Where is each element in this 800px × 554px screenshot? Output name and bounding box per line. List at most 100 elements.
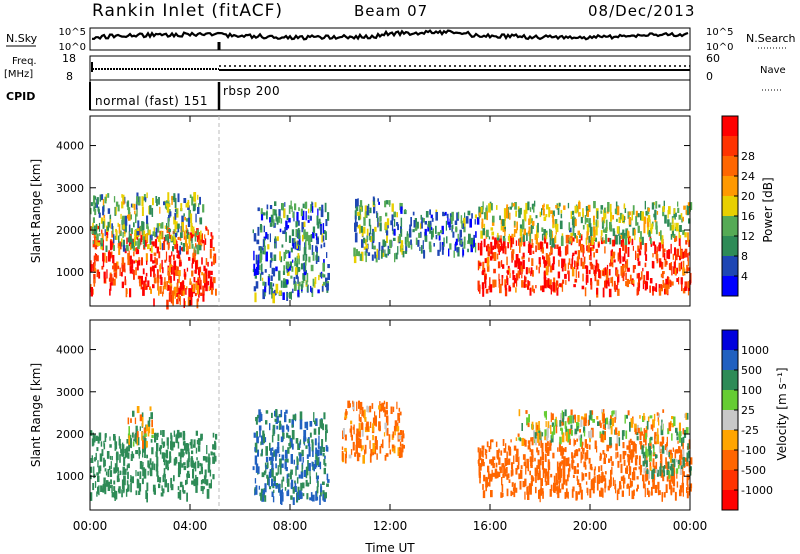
echo-cell: [543, 256, 546, 264]
echo-cell: [274, 410, 277, 417]
echo-cell: [500, 450, 503, 456]
echo-cell: [668, 470, 671, 479]
echo-cell: [170, 441, 174, 451]
echo-cell: [448, 248, 450, 257]
echo-cell: [135, 470, 137, 477]
echo-cell: [173, 254, 175, 260]
echo-cell: [625, 272, 627, 280]
echo-cell: [597, 243, 600, 248]
echo-cell: [145, 272, 148, 277]
echo-cell: [671, 458, 674, 463]
echo-cell: [521, 437, 525, 446]
echo-cell: [105, 433, 107, 438]
echo-cell: [581, 472, 583, 482]
echo-cell: [96, 225, 100, 230]
echo-cell: [104, 468, 107, 472]
echo-cell: [611, 410, 614, 417]
echo-cell: [499, 238, 502, 243]
echo-cell: [291, 206, 293, 213]
echo-cell: [275, 266, 278, 272]
echo-cell: [622, 242, 625, 251]
echo-cell: [284, 412, 286, 416]
echo-cell: [160, 492, 164, 497]
echo-cell: [591, 237, 594, 245]
echo-cell: [571, 237, 575, 242]
echo-cell: [543, 216, 546, 221]
echo-cell: [412, 211, 415, 216]
echo-cell: [278, 270, 281, 281]
echo-cell: [267, 234, 269, 240]
echo-cell: [200, 243, 203, 247]
echo-cell: [131, 203, 134, 208]
echo-cell: [153, 277, 157, 284]
echo-cell: [674, 215, 676, 220]
echo-cell: [628, 486, 630, 496]
echo-cell: [562, 466, 566, 476]
echo-cell: [162, 241, 166, 250]
echo-cell: [254, 478, 257, 484]
echo-cell: [175, 233, 177, 238]
echo-cell: [262, 430, 265, 438]
echo-cell: [139, 471, 142, 479]
echo-cell: [487, 251, 491, 257]
echo-cell: [186, 233, 190, 238]
echo-cell: [100, 246, 103, 250]
echo-cell: [614, 417, 616, 423]
echo-cell: [185, 479, 187, 486]
echo-cell: [272, 426, 275, 431]
echo-cell: [119, 267, 121, 276]
echo-cell: [179, 261, 182, 266]
echo-cell: [298, 239, 301, 246]
echo-cell: [144, 276, 147, 283]
echo-cell: [512, 487, 515, 491]
echo-cell: [510, 439, 512, 443]
echo-cell: [533, 288, 535, 294]
echo-cell: [189, 278, 192, 283]
echo-cell: [593, 483, 595, 488]
echo-cell: [533, 430, 536, 440]
echo-cell: [390, 220, 393, 226]
echo-cell: [549, 440, 552, 446]
echo-cell: [113, 467, 116, 474]
echo-cell: [652, 482, 655, 489]
echo-cell: [639, 432, 642, 440]
echo-cell: [673, 416, 676, 427]
echo-cell: [535, 265, 538, 270]
echo-cell: [316, 449, 320, 457]
echo-cell: [152, 260, 155, 264]
echo-cell: [271, 478, 273, 487]
echo-cell: [596, 446, 598, 453]
echo-cell: [542, 255, 544, 260]
echo-cell: [309, 421, 313, 427]
echo-cell: [541, 488, 544, 494]
echo-cell: [153, 269, 155, 278]
echo-cell: [556, 244, 559, 249]
echo-cell: [661, 422, 663, 430]
echo-cell: [622, 450, 625, 460]
echo-cell: [131, 265, 133, 271]
echo-cell: [584, 439, 587, 448]
echo-cell: [289, 261, 292, 268]
echo-cell: [544, 453, 547, 462]
echo-cell: [259, 247, 262, 254]
echo-cell: [670, 234, 673, 240]
echo-cell: [672, 487, 675, 493]
echo-cell: [520, 465, 523, 469]
echo-cell: [500, 260, 503, 267]
echo-cell: [631, 440, 634, 445]
echo-cell: [505, 459, 509, 466]
echo-cell: [271, 452, 274, 461]
echo-cell: [198, 270, 201, 278]
echo-cell: [504, 458, 507, 466]
echo-cell: [188, 234, 191, 244]
echo-cell: [378, 201, 380, 205]
echo-cell: [201, 479, 205, 484]
echo-cell: [605, 279, 608, 289]
echo-cell: [555, 480, 558, 486]
echo-cell: [652, 286, 655, 292]
echo-cell: [310, 234, 313, 242]
echo-cell: [167, 200, 170, 205]
echo-cell: [191, 196, 194, 206]
echo-cell: [315, 452, 318, 460]
